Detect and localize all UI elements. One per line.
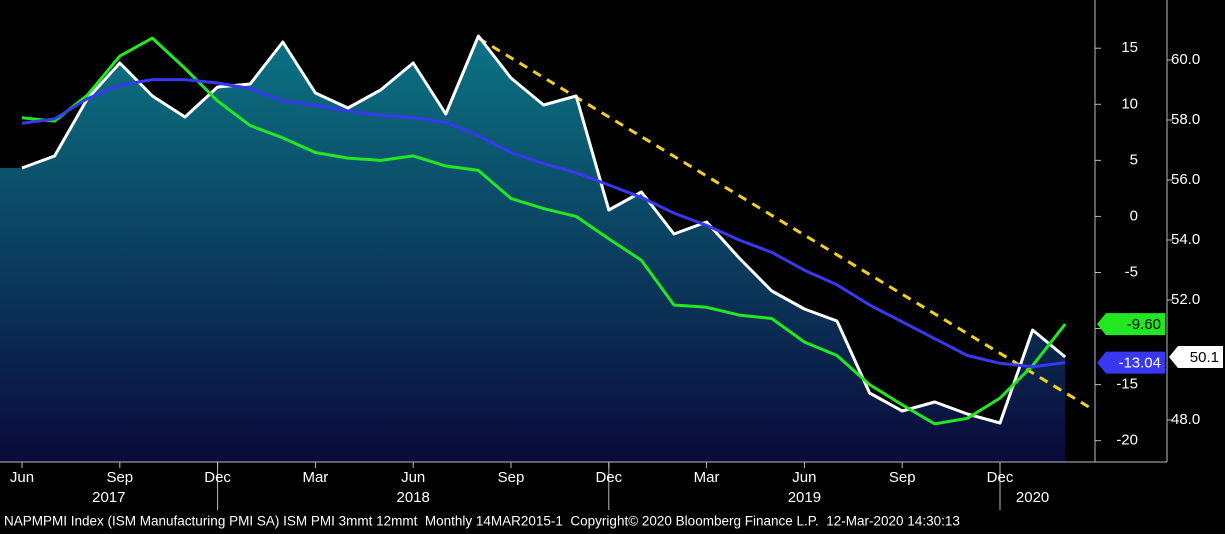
y-tick-label: -5 bbox=[1125, 263, 1138, 280]
x-tick-label: Sep bbox=[498, 469, 525, 486]
trendline bbox=[477, 36, 1095, 412]
x-tick-label: Dec bbox=[987, 469, 1014, 486]
x-group-label: 2020 bbox=[1016, 489, 1049, 506]
y-tick-label: 15 bbox=[1121, 39, 1138, 56]
value-tag bbox=[1097, 351, 1165, 374]
value-tag bbox=[1169, 346, 1223, 368]
y2-tick-label: 56.0 bbox=[1171, 171, 1200, 188]
x-tick-label: Mar bbox=[302, 469, 328, 486]
axes bbox=[0, 0, 1173, 510]
y2-tick-label: 60.0 bbox=[1171, 51, 1200, 68]
x-tick-label: Jun bbox=[401, 469, 425, 486]
x-tick-label: Dec bbox=[204, 469, 231, 486]
x-group-label: 2018 bbox=[397, 489, 430, 506]
line bbox=[21, 34, 1067, 425]
y2-tick-label: 58.0 bbox=[1171, 111, 1200, 128]
x-tick-label: Jun bbox=[10, 469, 34, 486]
y-tick-label: 10 bbox=[1121, 95, 1138, 112]
value-tag bbox=[1097, 313, 1165, 336]
x-group-label: 2019 bbox=[788, 489, 821, 506]
y2-tick-label: 54.0 bbox=[1171, 231, 1200, 248]
y-tick-label: 0 bbox=[1130, 207, 1138, 224]
x-group-label: 2017 bbox=[92, 489, 125, 506]
footer: NAPMPMI Index (ISM Manufacturing PMI SA)… bbox=[4, 514, 960, 529]
x-tick-label: Mar bbox=[694, 469, 720, 486]
x-tick-label: Dec bbox=[595, 469, 622, 486]
line bbox=[21, 78, 1066, 369]
x-tick-label: Sep bbox=[889, 469, 916, 486]
x-tick-label: Jun bbox=[792, 469, 816, 486]
y2-tick-label: 48.0 bbox=[1171, 411, 1200, 428]
y2-tick-label: 52.0 bbox=[1171, 291, 1200, 308]
x-tick-label: Sep bbox=[106, 469, 133, 486]
value-tag-label: -9.60 bbox=[1127, 316, 1161, 333]
y-tick-label: -15 bbox=[1116, 376, 1138, 393]
y-tick-label: -20 bbox=[1116, 432, 1138, 449]
plot-area bbox=[0, 34, 1095, 462]
y-tick-label: 5 bbox=[1130, 151, 1138, 168]
value-tag-label: 50.1 bbox=[1190, 349, 1219, 366]
value-tag-label: -13.04 bbox=[1118, 355, 1161, 372]
area bbox=[0, 36, 1066, 462]
